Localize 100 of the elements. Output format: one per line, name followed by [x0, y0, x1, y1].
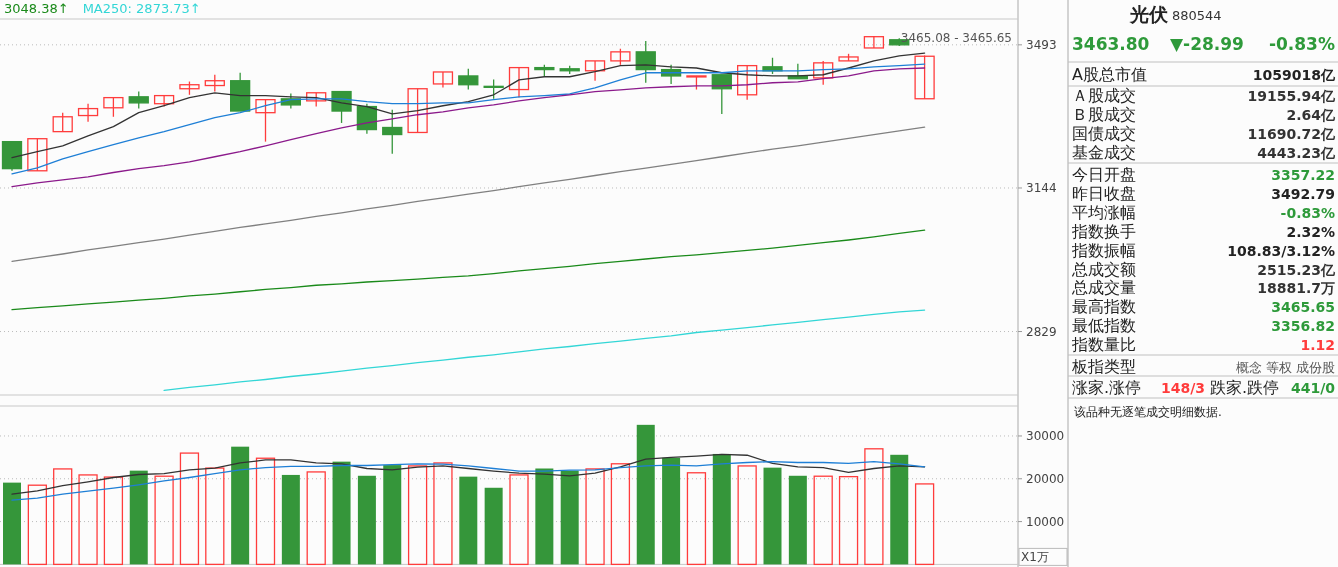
text: 19155.94亿 — [1247, 88, 1335, 104]
text: -0.83% — [1280, 204, 1335, 221]
text: 441/0 — [1290, 380, 1335, 396]
bar — [332, 461, 351, 565]
y-tick-label: 20000 — [1026, 471, 1065, 486]
bar — [585, 468, 605, 566]
bar — [788, 475, 807, 565]
bar — [560, 470, 579, 565]
text: 2.64亿 — [1286, 107, 1335, 123]
line-series — [11, 229, 926, 311]
candlestick — [432, 71, 454, 89]
bar — [459, 476, 478, 565]
bar — [636, 424, 655, 565]
y-tick-label: 2829 — [1026, 324, 1057, 339]
bar — [179, 452, 200, 566]
category-label: 指数振幅 — [1071, 240, 1136, 260]
bar — [662, 457, 681, 565]
y-tick-label: 3493 — [1026, 37, 1057, 52]
text: 18881.7万 — [1257, 280, 1335, 297]
bar — [27, 484, 47, 566]
text: 光伏 — [1129, 3, 1169, 25]
bar — [78, 474, 98, 566]
text: 3048.38↑ — [4, 1, 69, 16]
y-axis-title: X1万 — [1021, 550, 1049, 565]
text: 3357.22 — [1271, 167, 1335, 183]
candlestick — [77, 103, 99, 123]
text: 11690.72亿 — [1247, 126, 1335, 142]
candlestick — [52, 112, 73, 133]
text: 3492.79 — [1271, 185, 1335, 202]
bar — [383, 465, 402, 565]
category-label: 跌家.跌停 — [1210, 378, 1280, 397]
category-label: 总成交额 — [1071, 259, 1136, 279]
bar — [103, 476, 124, 566]
bar — [813, 475, 833, 566]
text: 1.12 — [1300, 337, 1335, 354]
category-label: 总成交量 — [1071, 278, 1136, 298]
text: 2.32% — [1286, 223, 1335, 240]
text: 3356.82 — [1271, 318, 1335, 335]
y-tick-label: 3144 — [1026, 180, 1057, 195]
text: 1059018亿 — [1252, 67, 1335, 83]
line-series — [11, 52, 926, 159]
text: 概念 等权 成份股 — [1235, 360, 1335, 375]
bar — [763, 467, 782, 565]
candlestick — [153, 94, 175, 108]
text: 108.83/3.12% — [1227, 242, 1335, 259]
candlestick — [813, 60, 834, 86]
bar — [737, 465, 757, 566]
bar — [535, 468, 554, 565]
category-label: 基金成交 — [1072, 143, 1136, 162]
bar — [306, 471, 326, 566]
candlestick — [458, 68, 479, 91]
text: 3465.65 — [1271, 299, 1335, 316]
category-label: 指数换手 — [1071, 221, 1136, 241]
bar — [154, 475, 174, 566]
candlestick — [508, 66, 530, 99]
candlestick — [863, 35, 885, 49]
category-label: 最高指数 — [1072, 297, 1136, 317]
bar — [205, 467, 225, 566]
bar — [914, 483, 935, 566]
bar — [129, 470, 148, 565]
candlestick — [407, 88, 428, 134]
bar — [255, 457, 276, 566]
line-series — [163, 309, 926, 392]
text: -0.83% — [1268, 34, 1335, 54]
annotation: 3465.08 - 3465.65 — [900, 31, 1012, 45]
bar — [712, 453, 731, 565]
bar — [686, 472, 707, 566]
text: 3463.80 — [1072, 34, 1150, 54]
bar — [3, 482, 21, 565]
category-label: 最低指数 — [1072, 316, 1136, 336]
bar — [53, 468, 73, 566]
bar — [484, 487, 503, 565]
bar — [838, 475, 859, 566]
category-label: 昨日收盘 — [1072, 183, 1136, 203]
category-label: 平均涨幅 — [1072, 202, 1136, 222]
text: 该品种无逐笔成交明细数据. — [1074, 405, 1222, 419]
category-label: 国债成交 — [1072, 124, 1136, 143]
text: MA250: 2873.73↑ — [82, 1, 201, 16]
category-label: A股总市值 — [1072, 65, 1147, 84]
candlestick — [914, 54, 935, 100]
candlestick — [255, 99, 276, 143]
line-series — [11, 126, 926, 262]
y-tick-label: 10000 — [1026, 514, 1065, 529]
text: 148/3 — [1160, 380, 1205, 396]
bar — [357, 475, 376, 565]
y-tick-label: 30000 — [1026, 428, 1065, 443]
text: 2515.23亿 — [1257, 261, 1335, 278]
bar — [433, 462, 453, 566]
category-label: 今日开盘 — [1072, 165, 1136, 184]
bar — [864, 448, 884, 566]
line-series — [11, 461, 926, 501]
category-label: 板指类型 — [1071, 357, 1136, 376]
text: 880544 — [1172, 8, 1222, 23]
candlestick — [103, 96, 124, 118]
candlestick — [382, 109, 403, 155]
bar — [231, 446, 250, 565]
text: ▼-28.99 — [1170, 34, 1244, 54]
text: 4443.23亿 — [1257, 145, 1335, 161]
bar — [890, 454, 909, 565]
category-label: 涨家.涨停 — [1072, 378, 1142, 397]
